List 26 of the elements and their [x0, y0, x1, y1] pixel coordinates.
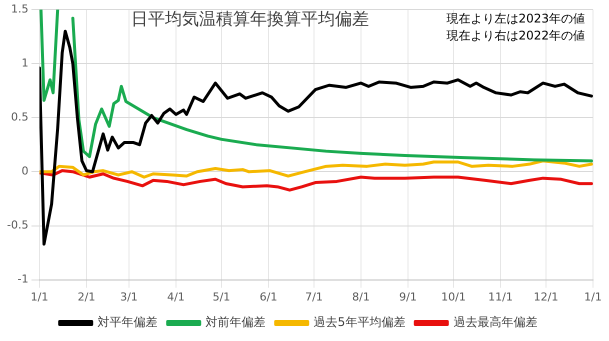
chart-title: 日平均気温積算年換算平均偏差 — [130, 10, 369, 30]
x-tick-label: 8/1 — [352, 290, 370, 304]
legend-label: 対前年偏差 — [206, 315, 266, 330]
y-tick-label: 1.5 — [10, 2, 28, 16]
x-tick-label: 5/1 — [212, 290, 230, 304]
y-tick-label: 0 — [21, 164, 28, 178]
y-tick-label: -1 — [17, 272, 28, 286]
y-tick-label: 0.5 — [10, 110, 28, 124]
x-tick-label: 7/1 — [305, 290, 323, 304]
y-tick-label: 1 — [21, 56, 28, 70]
y-tick-label: -0.5 — [6, 218, 28, 232]
x-tick-label: 3/1 — [120, 290, 138, 304]
legend-label: 過去最高年偏差 — [453, 315, 538, 330]
x-tick-label: 4/1 — [167, 290, 185, 304]
x-tick-label: 1/1 — [584, 290, 602, 304]
x-tick-label: 6/1 — [260, 290, 278, 304]
x-tick-label: 1/1 — [30, 290, 48, 304]
x-tick-label: 9/1 — [399, 290, 417, 304]
x-tick-label: 12/1 — [534, 290, 558, 304]
legend-label: 過去5年平均偏差 — [314, 315, 406, 330]
legend-label: 対平年偏差 — [98, 315, 158, 330]
annotation: 現在より左は2023年の値 — [446, 12, 585, 26]
annotation: 現在より右は2022年の値 — [446, 28, 585, 43]
x-tick-label: 2/1 — [78, 290, 96, 304]
x-tick-label: 11/1 — [488, 290, 513, 304]
x-tick-label: 10/1 — [441, 290, 466, 304]
